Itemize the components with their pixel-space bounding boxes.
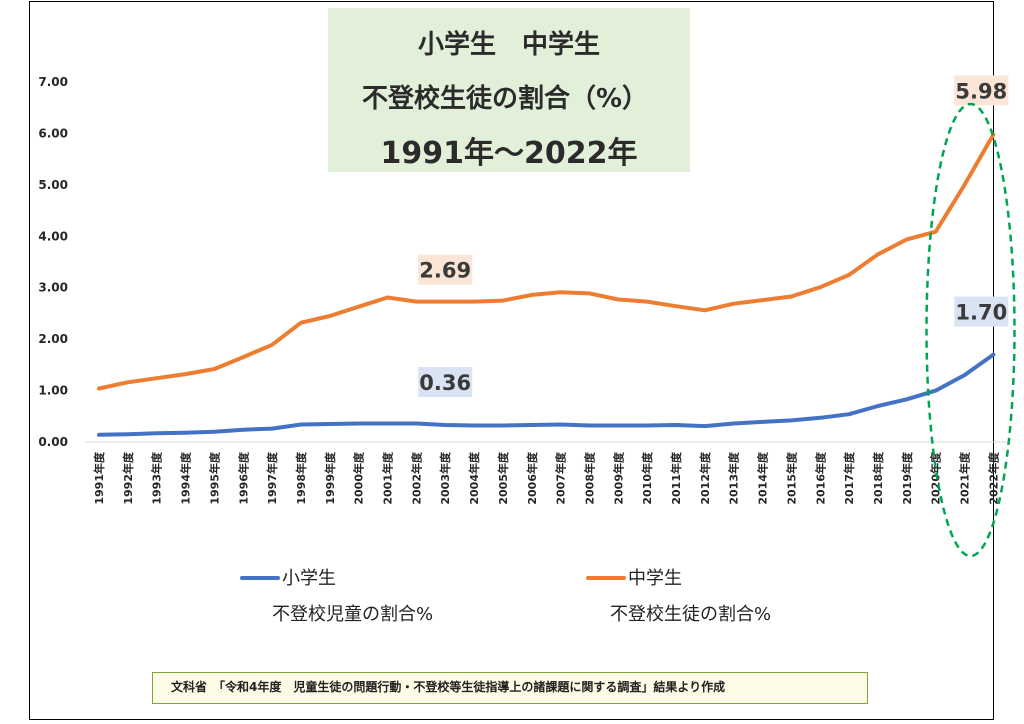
x-tick-label: 1998年度 — [294, 451, 308, 505]
x-tick-label: 2002年度 — [409, 451, 423, 505]
chart-title-line-3: 1991年～2022年 — [380, 136, 638, 171]
x-tick-label: 2004年度 — [467, 451, 481, 505]
legend-label-elementary: 小学生 — [282, 568, 336, 589]
x-tick-label: 1996年度 — [236, 451, 250, 505]
legend-sublabel-elementary: 不登校児童の割合% — [272, 604, 434, 625]
data-label: 2.69 — [419, 259, 471, 283]
y-tick-label: 1.00 — [38, 384, 68, 398]
x-tick-label: 2007年度 — [554, 451, 568, 505]
data-labels: 2.69 0.36 5.98 1.70 — [418, 75, 1009, 398]
data-label-background — [418, 254, 473, 285]
data-label-background — [954, 75, 1009, 106]
x-tick-label: 2000年度 — [352, 451, 366, 505]
x-tick-label: 2010年度 — [640, 451, 654, 505]
x-axis-ticks: 1991年度 1992年度 1993年度 1994年度 1995年度 1996年度 1997… — [92, 451, 1000, 505]
x-tick-label: 2006年度 — [525, 451, 539, 505]
x-tick-label: 2017年度 — [842, 451, 856, 505]
x-tick-label: 2018年度 — [871, 451, 885, 505]
x-tick-label: 2003年度 — [438, 451, 452, 505]
series-lines — [97, 132, 996, 437]
y-tick-label: 2.00 — [38, 332, 68, 346]
chart-title-line-2: 不登校生徒の割合（%） — [361, 84, 649, 114]
data-label: 0.36 — [419, 371, 471, 395]
y-tick-label: 3.00 — [38, 281, 68, 295]
data-label-background — [954, 296, 1009, 327]
legend-line-elementary — [240, 576, 280, 580]
y-tick-label: 0.00 — [38, 435, 68, 449]
series-line-junior-high — [97, 132, 996, 391]
x-tick-label: 2022年度 — [986, 451, 1000, 505]
x-tick-label: 2021年度 — [958, 451, 972, 505]
legend-label-junior-high: 中学生 — [628, 568, 682, 589]
highlight-ellipse — [925, 102, 1016, 558]
x-tick-label: 2009年度 — [611, 451, 625, 505]
data-label: 1.70 — [955, 301, 1007, 325]
y-tick-label: 6.00 — [38, 126, 68, 140]
x-tick-label: 1999年度 — [323, 451, 337, 505]
x-tick-label: 1991年度 — [92, 451, 106, 505]
x-tick-label: 2001年度 — [381, 451, 395, 505]
x-tick-label: 1997年度 — [265, 451, 279, 505]
x-tick-label: 2019年度 — [900, 451, 914, 505]
x-tick-label: 2008年度 — [582, 451, 596, 505]
source-note: 文科省 「令和4年度 児童生徒の問題行動・不登校等生徒指導上の諸課題に関する調査… — [152, 672, 868, 704]
chart-title-line-1: 小学生 中学生 — [417, 30, 600, 60]
y-tick-label: 5.00 — [38, 178, 68, 192]
x-tick-label: 2012年度 — [698, 451, 712, 505]
series-line-elementary — [97, 352, 996, 437]
x-tick-label: 1994年度 — [179, 451, 193, 505]
data-label-background — [418, 367, 473, 398]
x-tick-label: 1995年度 — [207, 451, 221, 505]
x-tick-label: 2011年度 — [669, 451, 683, 505]
x-tick-label: 1992年度 — [121, 451, 135, 505]
x-tick-label: 2005年度 — [496, 451, 510, 505]
x-tick-label: 2020年度 — [929, 451, 943, 505]
x-tick-label: 2015年度 — [784, 451, 798, 505]
x-tick-label: 2016年度 — [813, 451, 827, 505]
data-label: 5.98 — [955, 79, 1007, 103]
x-tick-label: 2014年度 — [756, 451, 770, 505]
legend-sublabel-junior-high: 不登校生徒の割合% — [610, 604, 772, 625]
y-axis-ticks: 0.00 1.00 2.00 3.00 4.00 5.00 6.00 7.00 — [38, 75, 68, 449]
y-tick-label: 4.00 — [38, 229, 68, 243]
legend-line-junior-high — [586, 576, 626, 580]
y-tick-label: 7.00 — [38, 75, 68, 89]
x-tick-label: 1993年度 — [150, 451, 164, 505]
chart-title-box: 小学生 中学生 不登校生徒の割合（%） 1991年～2022年 — [328, 8, 690, 172]
x-tick-label: 2013年度 — [727, 451, 741, 505]
